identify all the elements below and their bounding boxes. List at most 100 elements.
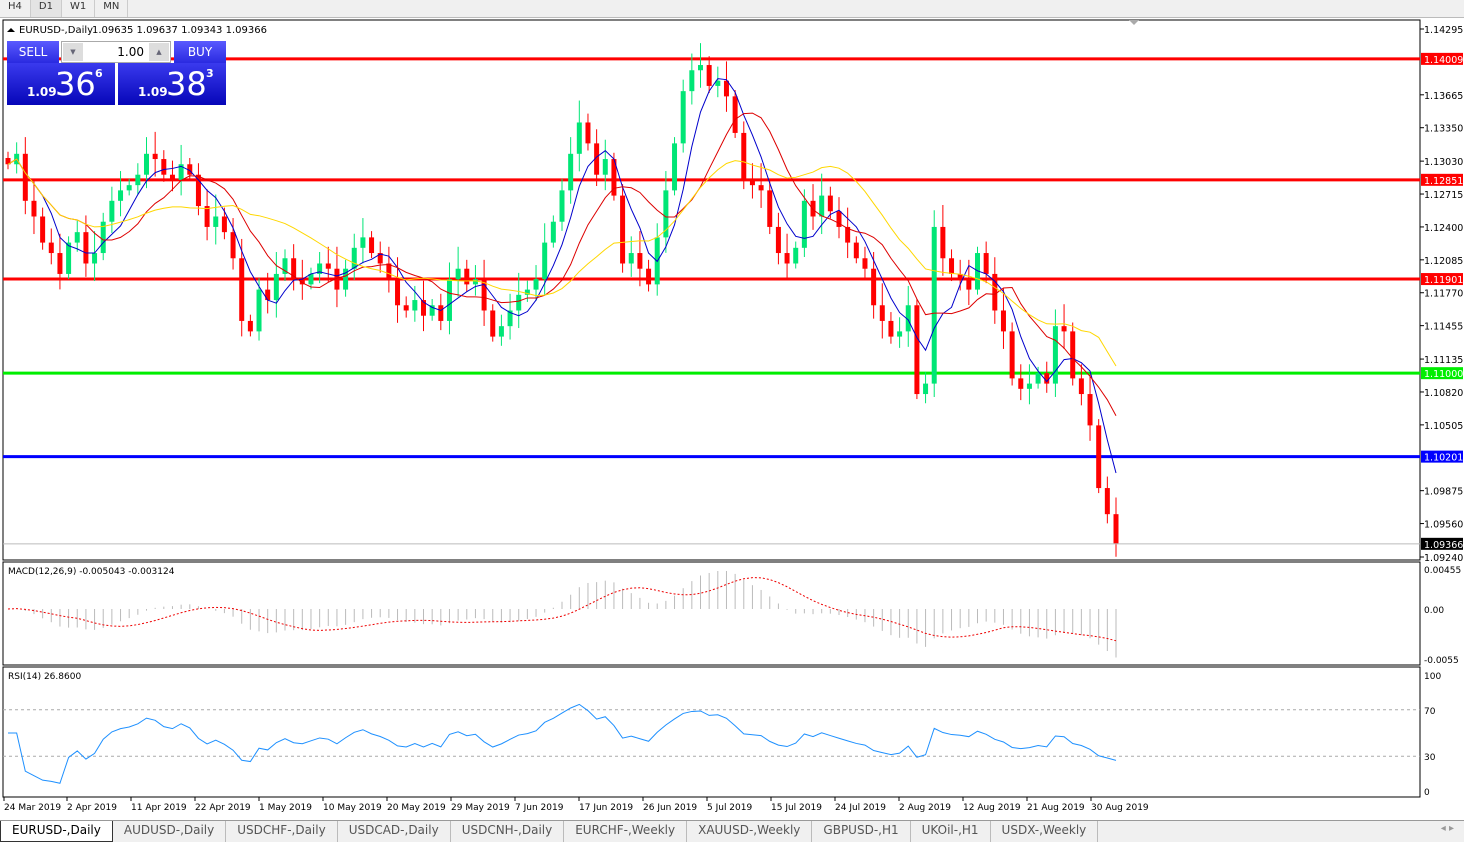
candle-body: [611, 159, 617, 196]
main-pane: [2, 19, 1421, 561]
candle-body: [758, 185, 764, 191]
candle-body: [48, 242, 54, 254]
chart-tab[interactable]: XAUUSD-,Weekly: [687, 821, 813, 842]
price-axis-label: 1.12715: [1424, 190, 1463, 201]
chart-tab[interactable]: UKOil-,H1: [911, 821, 991, 842]
candle-body: [5, 157, 11, 165]
rsi-axis-label: 30: [1424, 753, 1436, 763]
candle-body: [317, 263, 323, 274]
candle-body: [646, 268, 652, 285]
chart-tab[interactable]: USDCHF-,Daily: [226, 821, 338, 842]
buy-button[interactable]: BUY: [174, 41, 226, 63]
date-axis-label: 22 Apr 2019: [195, 803, 251, 813]
candle-body: [801, 200, 807, 248]
date-axis-label: 10 May 2019: [323, 803, 382, 813]
candle-body: [481, 279, 487, 311]
candle-body: [533, 279, 539, 290]
candle-body: [784, 253, 790, 264]
candle-body: [836, 211, 842, 227]
candle-body: [542, 242, 548, 280]
date-axis-label: 24 Jul 2019: [835, 803, 886, 813]
lot-increase-icon[interactable]: ▲: [149, 43, 169, 61]
candle-body: [1087, 394, 1093, 426]
timeframe-h4[interactable]: H4: [0, 0, 31, 17]
sell-price-fraction: 6: [95, 67, 103, 80]
tab-scroll-arrows-icon[interactable]: ◂ ▸: [1440, 823, 1454, 834]
lot-decrease-icon[interactable]: ▼: [63, 43, 83, 61]
date-axis-label: 12 Aug 2019: [963, 803, 1021, 813]
lot-value[interactable]: 1.00: [117, 45, 144, 59]
price-axis-label: 1.11455: [1424, 322, 1463, 333]
candle-body: [940, 226, 946, 259]
candle-body: [221, 216, 227, 233]
price-axis-label: 1.11770: [1424, 289, 1463, 300]
candle-body: [637, 253, 643, 269]
candle-body: [923, 383, 929, 395]
candle-body: [594, 143, 600, 175]
date-axis-label: 2 Apr 2019: [67, 803, 117, 813]
candle-body: [83, 232, 89, 264]
candle-body: [265, 289, 271, 301]
candle-body: [239, 258, 245, 321]
level-price-label: 1.10201: [1424, 453, 1463, 464]
chart-ohlc: 1.09635 1.09637 1.09343 1.09366: [92, 25, 267, 36]
timeframe-mn[interactable]: MN: [95, 0, 129, 17]
buy-price-fraction: 3: [206, 67, 214, 80]
candle-body: [1061, 326, 1067, 332]
date-axis-label: 1 May 2019: [259, 803, 312, 813]
candle-body: [723, 80, 729, 97]
buy-price-pips: 38: [166, 65, 207, 103]
sell-price[interactable]: 1.09 36 6: [7, 63, 115, 105]
candle-body: [446, 279, 452, 321]
candle-body: [351, 247, 357, 269]
candle-body: [273, 273, 279, 301]
price-axis-label: 1.09560: [1424, 520, 1463, 531]
date-axis-label: 20 May 2019: [387, 803, 446, 813]
price-axis-label: 1.09875: [1424, 487, 1463, 498]
chart-tab[interactable]: AUDUSD-,Daily: [113, 821, 227, 842]
level-price-label: 1.11000: [1424, 369, 1463, 380]
candle-body: [749, 179, 755, 186]
level-price-tag: [1421, 52, 1463, 65]
candle-body: [109, 200, 115, 222]
current-price-tag: [1421, 537, 1463, 550]
lot-size-input[interactable]: ▼ 1.00 ▲: [61, 41, 171, 63]
timeframe-w1[interactable]: W1: [62, 0, 96, 17]
chart-tab[interactable]: EURUSD-,Daily: [0, 821, 113, 842]
candle-body: [949, 258, 955, 274]
sell-button[interactable]: SELL: [7, 41, 59, 63]
candle-body: [308, 273, 314, 285]
price-axis-label: 1.09240: [1424, 553, 1463, 564]
price-axis-label: 1.12085: [1424, 256, 1463, 267]
candle-body: [663, 190, 669, 238]
candle-body: [620, 195, 626, 264]
timeframe-d1[interactable]: D1: [30, 0, 62, 17]
candle-body: [516, 294, 522, 311]
candle-body: [914, 305, 920, 395]
candle-body: [230, 232, 236, 259]
candle-body: [767, 190, 773, 227]
chart-tab[interactable]: GBPUSD-,H1: [812, 821, 911, 842]
chart-tab[interactable]: USDCNH-,Daily: [451, 821, 565, 842]
rsi-axis-label: 70: [1424, 707, 1436, 717]
candle-body: [827, 195, 833, 212]
price-axis-label: 1.13030: [1424, 157, 1463, 168]
candle-body: [144, 153, 149, 175]
chart-tab[interactable]: USDX-,Weekly: [991, 821, 1099, 842]
candle-body: [1078, 378, 1084, 395]
candle-body: [31, 200, 37, 217]
candle-body: [66, 242, 72, 274]
date-axis-label: 2 Aug 2019: [899, 803, 951, 813]
candle-body: [810, 200, 816, 217]
chart-tab[interactable]: USDCAD-,Daily: [338, 821, 451, 842]
timeframe-toolbar: H4 D1 W1 MN: [0, 0, 1464, 18]
candle-body: [386, 263, 392, 280]
level-price-tag: [1421, 273, 1463, 286]
candle-body: [247, 320, 253, 332]
current-price-label: 1.09366: [1424, 540, 1463, 551]
candle-body: [628, 253, 634, 264]
chart-tab[interactable]: EURCHF-,Weekly: [564, 821, 688, 842]
buy-price[interactable]: 1.09 38 3: [118, 63, 226, 105]
moving-average-line: [7, 78, 1117, 474]
